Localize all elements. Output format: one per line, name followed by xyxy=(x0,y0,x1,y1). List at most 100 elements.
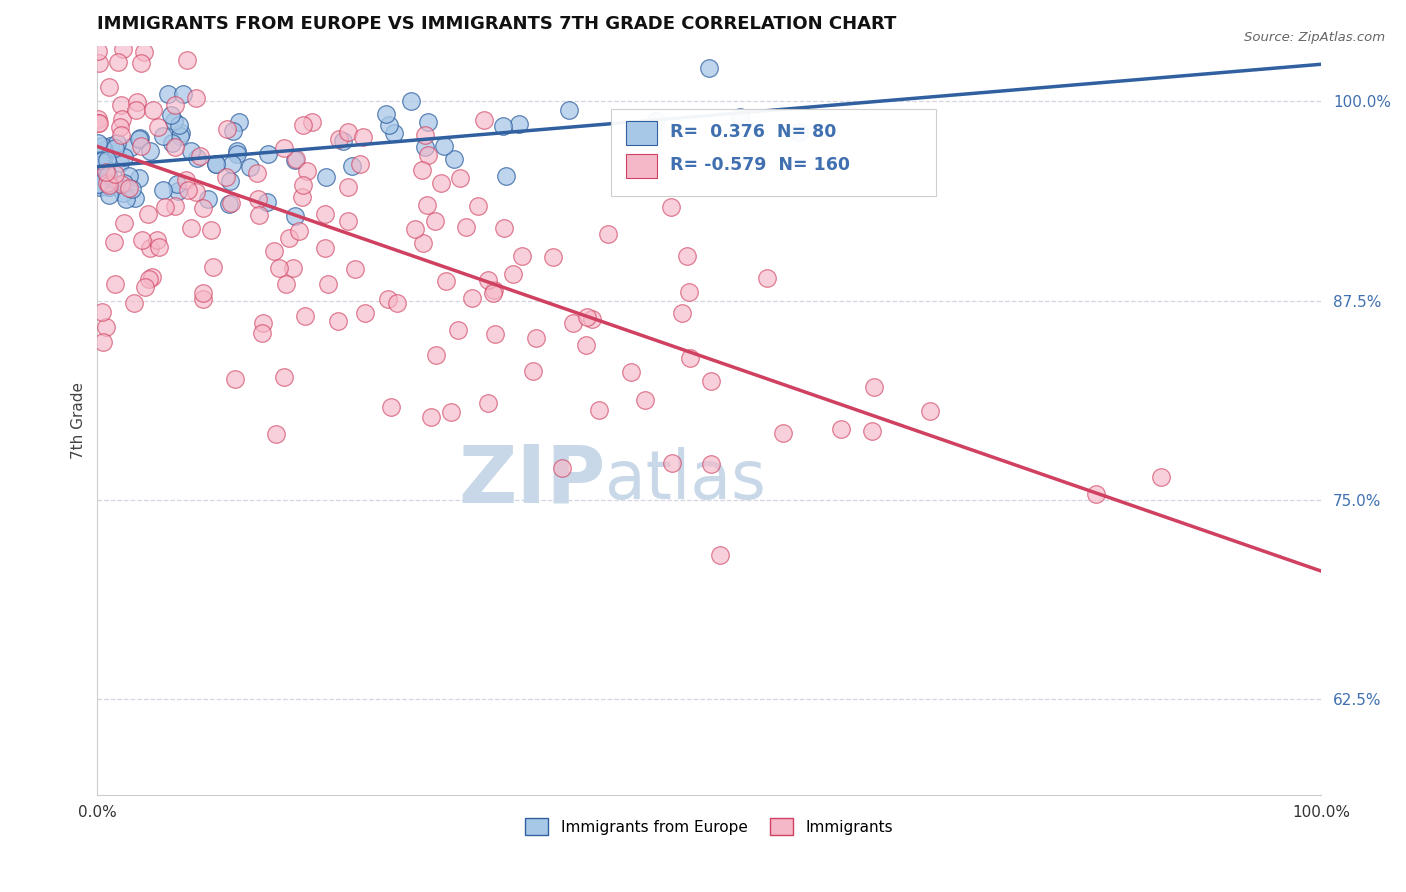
Point xyxy=(385,296,408,310)
Point xyxy=(86,169,108,183)
Point xyxy=(94,161,117,176)
Legend: Immigrants from Europe, Immigrants: Immigrants from Europe, Immigrants xyxy=(519,812,900,841)
Point xyxy=(634,393,657,408)
Point xyxy=(257,147,280,161)
Point xyxy=(484,326,506,341)
Point xyxy=(97,178,120,192)
Point xyxy=(218,197,240,211)
Point xyxy=(772,425,794,440)
Point xyxy=(205,157,228,171)
Point xyxy=(98,187,121,202)
Point xyxy=(522,364,544,378)
Point xyxy=(294,309,316,323)
Point xyxy=(224,372,246,386)
Point xyxy=(87,116,110,130)
Point xyxy=(551,460,574,475)
Point xyxy=(193,201,215,215)
Point xyxy=(93,144,115,158)
Point xyxy=(108,156,131,170)
Point xyxy=(541,250,564,264)
FancyBboxPatch shape xyxy=(626,154,657,178)
Point xyxy=(108,120,131,134)
Point xyxy=(96,153,118,168)
Point xyxy=(273,370,295,384)
Point xyxy=(645,114,668,128)
Point xyxy=(246,192,269,206)
Point xyxy=(134,279,156,293)
Point xyxy=(146,233,169,247)
Point xyxy=(482,286,505,301)
Point xyxy=(557,103,579,118)
Point xyxy=(139,144,162,158)
Point xyxy=(166,185,188,199)
Point xyxy=(176,53,198,67)
Point xyxy=(221,157,243,171)
Point xyxy=(110,97,132,112)
Point xyxy=(87,177,110,191)
Text: R=  0.376  N= 80: R= 0.376 N= 80 xyxy=(671,123,837,141)
Point xyxy=(257,0,280,7)
Point xyxy=(430,176,453,190)
Point xyxy=(160,108,183,122)
Point xyxy=(349,157,371,171)
Point xyxy=(863,380,886,394)
Point xyxy=(252,317,274,331)
Point xyxy=(131,233,153,247)
Point xyxy=(700,457,723,471)
Point xyxy=(110,177,132,191)
Point xyxy=(273,141,295,155)
Point xyxy=(336,214,359,228)
Point xyxy=(423,214,446,228)
Point xyxy=(86,44,108,58)
Text: ZIP: ZIP xyxy=(458,442,605,519)
Point xyxy=(588,403,610,417)
Point xyxy=(231,24,253,38)
Point xyxy=(204,157,226,171)
Point xyxy=(730,110,752,124)
Point xyxy=(174,172,197,186)
Point xyxy=(440,405,463,419)
Point xyxy=(449,170,471,185)
Point xyxy=(659,200,682,214)
Point xyxy=(297,163,319,178)
Point xyxy=(226,146,249,161)
Point xyxy=(180,145,202,159)
Point xyxy=(446,323,468,337)
Text: Source: ZipAtlas.com: Source: ZipAtlas.com xyxy=(1244,31,1385,45)
Point xyxy=(87,112,110,127)
Point xyxy=(228,114,250,128)
Point xyxy=(344,262,367,277)
Point xyxy=(200,223,222,237)
Point xyxy=(433,138,456,153)
Point xyxy=(172,87,194,101)
Point xyxy=(98,180,121,194)
Point xyxy=(96,168,118,182)
Point xyxy=(425,347,447,361)
Point xyxy=(510,248,533,262)
Point xyxy=(256,195,278,210)
Point xyxy=(281,260,304,275)
Point xyxy=(112,42,135,56)
Point xyxy=(411,162,433,177)
Point xyxy=(112,151,135,165)
Point xyxy=(197,192,219,206)
Point xyxy=(169,128,191,143)
Point xyxy=(380,401,402,415)
Point xyxy=(105,4,128,19)
Point xyxy=(375,107,398,121)
Point xyxy=(111,112,134,126)
Point xyxy=(562,316,585,330)
Point xyxy=(96,165,118,179)
Point xyxy=(118,181,141,195)
Point xyxy=(90,139,112,153)
Point xyxy=(247,208,270,222)
Point xyxy=(404,221,426,235)
Point xyxy=(120,140,142,154)
Point xyxy=(89,180,111,194)
Point xyxy=(170,126,193,140)
Point xyxy=(413,139,436,153)
Point xyxy=(575,338,598,352)
Point xyxy=(89,158,111,172)
Point xyxy=(128,132,150,146)
Point xyxy=(292,118,315,132)
